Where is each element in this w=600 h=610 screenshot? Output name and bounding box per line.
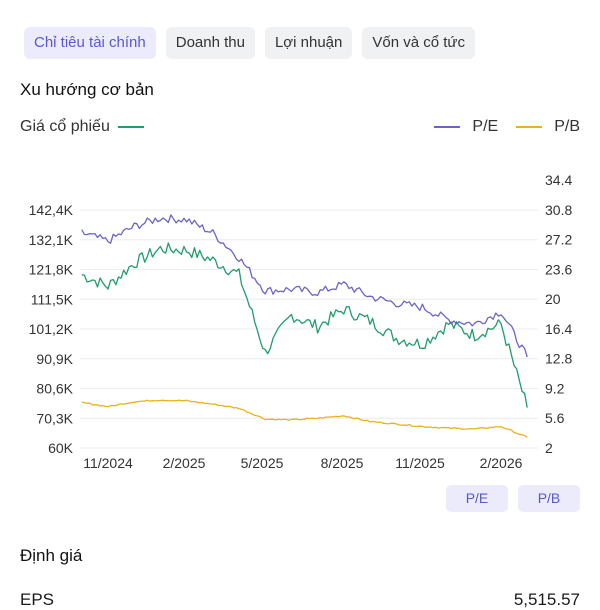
legend-pb: P/B bbox=[516, 118, 580, 136]
left-tick-label: 60K bbox=[48, 440, 74, 456]
left-tick-label: 111,5K bbox=[31, 291, 74, 307]
chart-grid bbox=[80, 209, 538, 449]
right-tick-label: 5.6 bbox=[545, 410, 565, 426]
section-title: Xu hướng cơ bản bbox=[20, 80, 154, 99]
right-tick-label: 2 bbox=[545, 440, 553, 456]
x-tick-label: 11/2024 bbox=[83, 455, 133, 471]
right-axis: 34.4 30.8 27.2 23.6 20 16.4 12.8 9.2 5.6 2 bbox=[545, 172, 572, 456]
right-tick-label: 9.2 bbox=[545, 380, 565, 396]
left-tick-label: 132,1K bbox=[29, 232, 74, 248]
x-tick-label: 2/2026 bbox=[480, 455, 523, 471]
series-line-pb bbox=[81, 399, 528, 438]
tab-financial-indicators[interactable]: Chỉ tiêu tài chính bbox=[24, 27, 156, 59]
left-tick-label: 80,6K bbox=[36, 381, 73, 397]
legend-price-swatch bbox=[117, 126, 144, 128]
legend-ratios: P/E P/B bbox=[416, 118, 580, 136]
right-tick-label: 34.4 bbox=[545, 172, 572, 188]
legend-price-label: Giá cổ phiếu bbox=[20, 118, 110, 135]
left-tick-label: 142,4K bbox=[29, 202, 74, 218]
right-tick-label: 12.8 bbox=[545, 351, 572, 367]
legend-pe-swatch bbox=[434, 126, 461, 128]
eps-label: EPS bbox=[20, 590, 55, 609]
eps-value: 5,515.57 bbox=[513, 590, 580, 609]
legend-pb-label: P/B bbox=[554, 118, 580, 135]
right-tick-label: 20 bbox=[545, 291, 561, 307]
x-tick-label: 2/2025 bbox=[163, 455, 206, 471]
left-axis: 142,4K 132,1K 121,8K 111,5K 101,2K 90,9K 80,6K… bbox=[29, 202, 74, 456]
x-tick-label: 11/2025 bbox=[395, 455, 445, 471]
eps-row: EPS 5,515.57 bbox=[20, 590, 580, 610]
legend-pe: P/E bbox=[434, 118, 498, 136]
right-tick-label: 27.2 bbox=[545, 232, 572, 248]
chart-series bbox=[81, 214, 528, 438]
tab-profit[interactable]: Lợi nhuận bbox=[264, 27, 353, 59]
right-tick-label: 23.6 bbox=[545, 261, 572, 277]
legend-pb-swatch bbox=[516, 126, 543, 128]
left-tick-label: 121,8K bbox=[29, 262, 74, 278]
left-tick-label: 70,3K bbox=[36, 410, 73, 426]
legend-pe-label: P/E bbox=[472, 118, 499, 135]
ratio-toggles: P/E P/B bbox=[446, 485, 580, 512]
left-tick-label: 101,2K bbox=[29, 321, 74, 337]
valuation-title: Định giá bbox=[20, 546, 83, 565]
right-tick-label: 16.4 bbox=[545, 321, 572, 337]
tab-bar: Chỉ tiêu tài chính Doanh thu Lợi nhuận V… bbox=[24, 27, 475, 59]
series-line-pe bbox=[81, 214, 528, 358]
legend-price: Giá cổ phiếu bbox=[20, 118, 152, 136]
fundamentals-chart: 142,4K 132,1K 121,8K 111,5K 101,2K 90,9K 80,6K… bbox=[29, 172, 573, 471]
right-tick-label: 30.8 bbox=[545, 202, 572, 218]
left-tick-label: 90,9K bbox=[36, 351, 73, 367]
toggle-pb-button[interactable]: P/B bbox=[518, 485, 580, 512]
x-tick-label: 8/2025 bbox=[321, 455, 364, 471]
x-tick-label: 5/2025 bbox=[241, 455, 284, 471]
series-line-price bbox=[81, 242, 528, 408]
toggle-pe-button[interactable]: P/E bbox=[446, 485, 508, 512]
tab-revenue[interactable]: Doanh thu bbox=[165, 27, 255, 59]
tab-capital-dividend[interactable]: Vốn và cổ tức bbox=[362, 27, 475, 59]
x-axis: 11/2024 2/2025 5/2025 8/2025 11/2025 2/2026 bbox=[83, 455, 522, 471]
